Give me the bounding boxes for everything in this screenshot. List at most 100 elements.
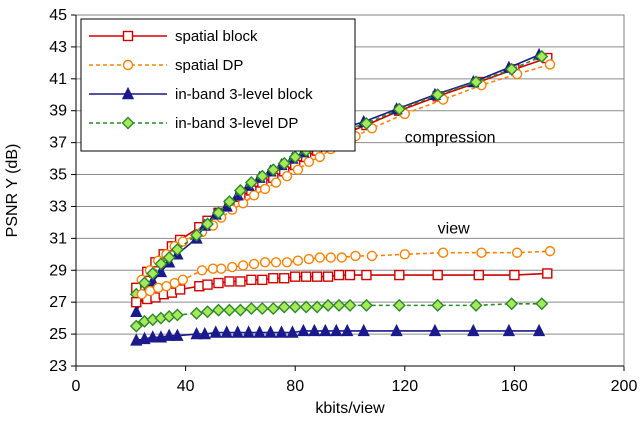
data-point <box>505 62 519 76</box>
x-tick-label: 80 <box>286 378 304 395</box>
y-tick-label: 31 <box>49 230 67 247</box>
data-point <box>220 325 233 338</box>
data-point <box>319 323 332 337</box>
data-point <box>138 276 151 290</box>
legend-label: spatial block <box>175 28 258 45</box>
data-point <box>177 274 189 286</box>
data-point <box>131 296 142 308</box>
data-point <box>332 298 346 312</box>
data-point <box>270 177 282 188</box>
x-tick-label: 160 <box>501 378 528 395</box>
legend-marker <box>122 59 134 71</box>
data-point <box>253 325 266 338</box>
data-point <box>209 325 222 338</box>
data-point <box>277 300 291 314</box>
legend-entry: in-band 3-level block <box>89 86 313 103</box>
data-point <box>130 304 143 317</box>
series-group <box>129 47 556 346</box>
legend-label: spatial DP <box>175 57 243 74</box>
data-point <box>266 302 280 316</box>
data-point <box>350 250 361 262</box>
data-point <box>288 150 302 164</box>
data-point <box>154 257 168 271</box>
data-point <box>359 117 373 130</box>
data-point <box>428 323 442 337</box>
x-tick-label: 40 <box>177 378 195 395</box>
data-point <box>171 328 184 341</box>
data-point <box>211 303 225 317</box>
data-point <box>502 323 516 337</box>
data-point <box>290 271 301 282</box>
data-point <box>281 170 293 182</box>
data-point <box>292 255 304 266</box>
annotation-view: view <box>438 221 470 238</box>
data-point <box>170 308 184 322</box>
data-point <box>314 252 326 263</box>
data-point <box>222 303 236 317</box>
data-point <box>255 302 269 316</box>
data-point <box>431 88 445 102</box>
data-point <box>255 169 269 183</box>
data-point <box>288 300 302 314</box>
y-tick-label: 35 <box>49 167 67 184</box>
data-point <box>129 319 143 333</box>
data-point <box>300 271 312 282</box>
data-point <box>146 330 159 343</box>
data-point <box>469 298 483 312</box>
y-tick-label: 43 <box>49 39 67 56</box>
data-point <box>231 325 244 338</box>
y-tick-label: 45 <box>49 7 67 24</box>
data-point <box>201 305 215 319</box>
data-point <box>437 247 449 258</box>
data-point <box>509 269 520 281</box>
data-point <box>308 323 321 337</box>
data-point <box>392 298 406 312</box>
data-point <box>257 274 268 286</box>
data-point <box>259 183 271 195</box>
x-tick-label: 200 <box>611 378 638 395</box>
data-point <box>190 306 204 320</box>
data-point <box>431 298 445 312</box>
legend-entry: spatial block <box>89 28 258 45</box>
data-point <box>281 257 293 268</box>
data-point <box>259 257 271 268</box>
data-point <box>366 250 378 262</box>
data-point <box>224 276 235 287</box>
data-point <box>292 164 304 175</box>
legend-marker <box>122 30 134 42</box>
data-point <box>343 298 357 312</box>
data-point <box>201 217 215 231</box>
data-point <box>505 297 519 311</box>
data-point <box>310 300 324 314</box>
data-point <box>277 156 291 170</box>
data-point <box>297 323 310 337</box>
data-point <box>392 102 406 116</box>
data-point <box>511 247 523 258</box>
data-point <box>322 271 334 282</box>
data-point <box>177 236 189 247</box>
data-point <box>303 156 315 167</box>
data-point <box>311 271 323 282</box>
y-tick-label: 41 <box>49 71 67 88</box>
data-point <box>357 323 370 337</box>
data-point <box>233 303 247 317</box>
data-point <box>286 325 299 338</box>
legend-marker <box>121 86 135 100</box>
data-point <box>266 163 280 177</box>
data-point <box>196 265 208 276</box>
data-point <box>303 253 315 265</box>
data-point <box>467 323 480 337</box>
data-point <box>222 195 236 209</box>
data-point <box>341 323 354 337</box>
data-point <box>202 279 213 290</box>
data-point <box>190 228 204 242</box>
data-point <box>270 257 282 268</box>
data-point <box>275 325 288 338</box>
data-point <box>237 260 249 271</box>
data-point <box>237 198 249 209</box>
data-point <box>344 269 356 281</box>
data-point <box>152 282 164 294</box>
x-axis-title: kbits/view <box>315 400 385 417</box>
x-tick-label: 0 <box>72 378 81 395</box>
